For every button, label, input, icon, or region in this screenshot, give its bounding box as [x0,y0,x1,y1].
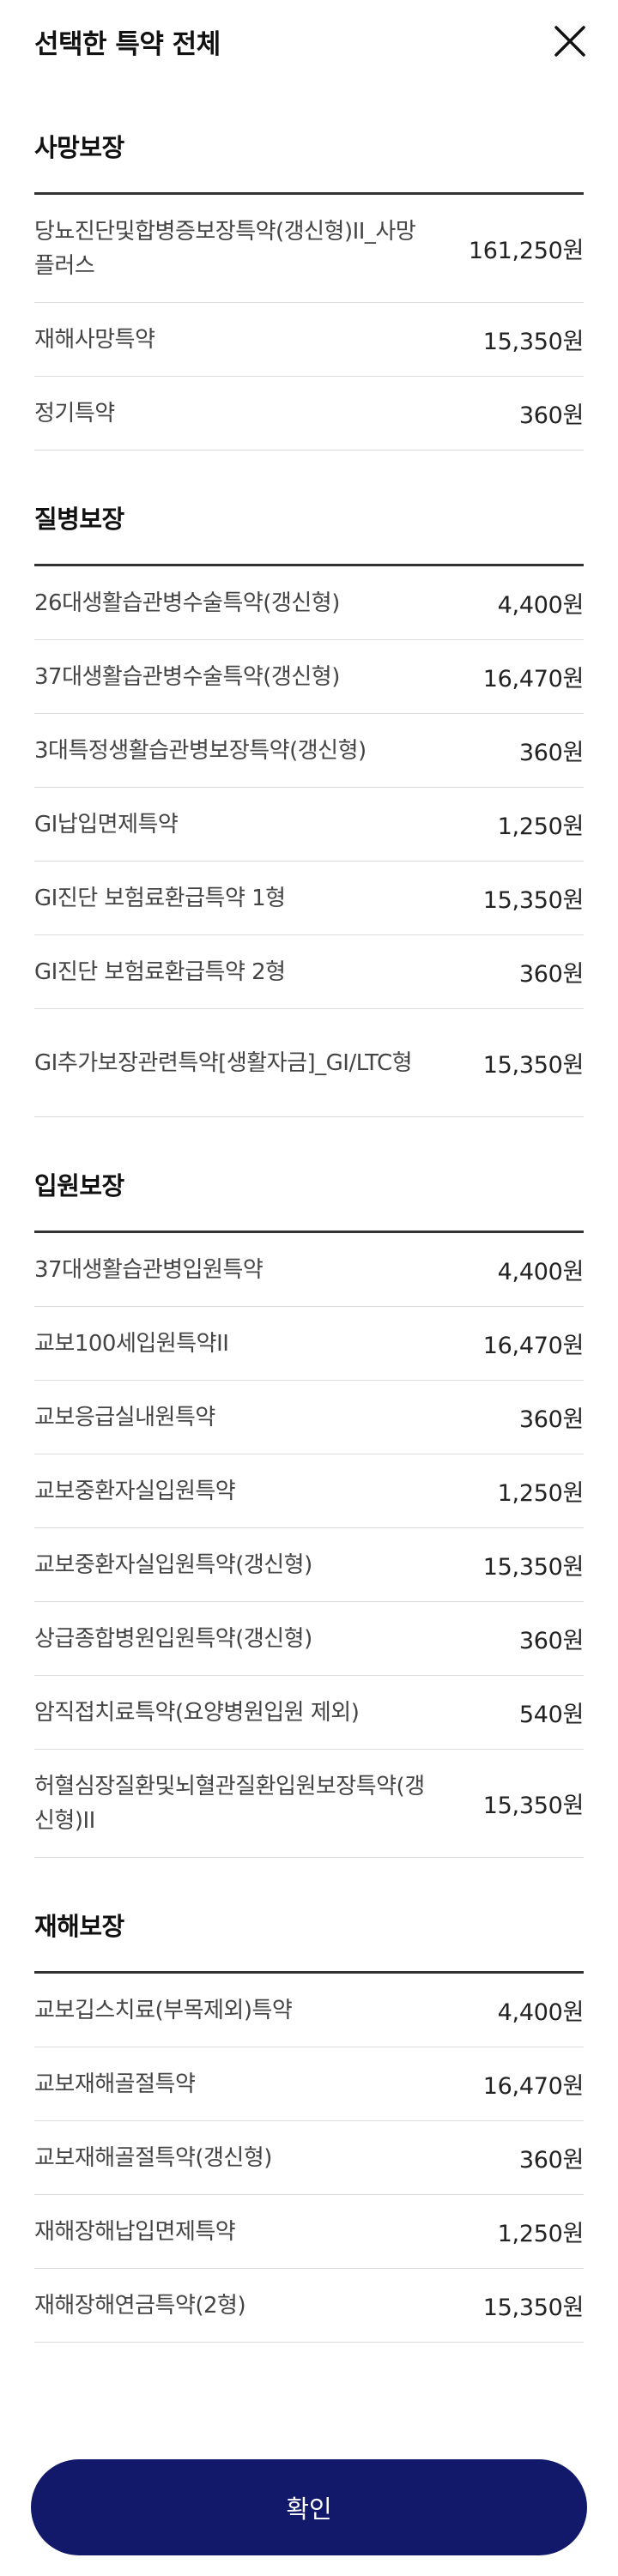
rider-name: 재해장해연금특약(2형) [34,2289,245,2323]
rider-price: 1,250원 [498,2215,584,2248]
rider-price: 15,350원 [483,1046,584,1079]
list-item: 37대생활습관병수술특약(갱신형) 16,470원 [34,640,584,714]
rider-name: 교보깁스치료(부목제외)특약 [34,1993,292,2028]
rider-price: 15,350원 [483,881,584,915]
rider-name: 당뇨진단및합병증보장특약(갱신형)II_사망플러스 [34,215,429,283]
rider-price: 15,350원 [483,323,584,356]
rider-name: 교보중환자실입원특약(갱신형) [34,1548,312,1582]
rider-price: 16,470원 [483,1327,584,1360]
list-item: GI진단 보험료환급특약 1형 15,350원 [34,862,584,935]
list-item: 교보중환자실입원특약 1,250원 [34,1454,584,1528]
section-title: 재해보장 [34,1906,584,1947]
list-item: 3대특정생활습관병보장특약(갱신형) 360원 [34,714,584,788]
list-item: 당뇨진단및합병증보장특약(갱신형)II_사망플러스 161,250원 [34,195,584,303]
list-item: 교보재해골절특약 16,470원 [34,2047,584,2121]
rider-price: 360원 [519,2141,584,2174]
list-item: 37대생활습관병입원특약 4,400원 [34,1233,584,1307]
rider-price: 1,250원 [498,807,584,841]
section-title: 질병보장 [34,499,584,540]
rider-price: 161,250원 [469,232,584,265]
rider-name: 교보응급실내원특약 [34,1400,215,1435]
rider-price: 15,350원 [483,2289,584,2322]
rider-name: GI추가보장관련특약[생활자금]_GI/LTC형 [34,1046,412,1080]
rider-price: 360원 [519,734,584,767]
list-item: 교보응급실내원특약 360원 [34,1381,584,1454]
section-title: 입원보장 [34,1165,584,1206]
section-hospitalization-coverage: 입원보장 37대생활습관병입원특약 4,400원 교보100세입원특약II 16… [34,1165,584,1858]
rider-name: 37대생활습관병입원특약 [34,1253,263,1287]
list-item: 정기특약 360원 [34,377,584,450]
rider-price: 15,350원 [483,1548,584,1581]
list-item: 교보100세입원특약II 16,470원 [34,1307,584,1381]
rider-price: 4,400원 [498,1993,584,2027]
list-item: GI추가보장관련특약[생활자금]_GI/LTC형 15,350원 [34,1009,584,1117]
section-title: 사망보장 [34,127,584,168]
rider-name: 교보재해골절특약 [34,2067,195,2101]
list-item: 상급종합병원입원특약(갱신형) 360원 [34,1602,584,1676]
list-item: 허혈심장질환및뇌혈관질환입원보장특약(갱신형)II 15,350원 [34,1750,584,1858]
page-title: 선택한 특약 전체 [34,22,221,61]
section-disease-coverage: 질병보장 26대생활습관병수술특약(갱신형) 4,400원 37대생활습관병수술… [34,499,584,1117]
list-item: 재해장해납입면제특약 1,250원 [34,2195,584,2269]
list-item: 재해장해연금특약(2형) 15,350원 [34,2269,584,2343]
rider-price: 4,400원 [498,586,584,620]
rider-price: 360원 [519,1400,584,1434]
rider-price: 16,470원 [483,2067,584,2101]
section-accident-coverage: 재해보장 교보깁스치료(부목제외)특약 4,400원 교보재해골절특약 16,4… [34,1906,584,2343]
rider-name: 3대특정생활습관병보장특약(갱신형) [34,734,367,768]
rider-name: 정기특약 [34,396,115,431]
rider-price: 16,470원 [483,660,584,693]
list-item: 교보중환자실입원특약(갱신형) 15,350원 [34,1528,584,1602]
list-item: GI진단 보험료환급특약 2형 360원 [34,935,584,1009]
list-item: 암직접치료특약(요양병원입원 제외) 540원 [34,1676,584,1750]
rider-price: 360원 [519,1622,584,1655]
rider-name: GI납입면제특약 [34,807,178,842]
rider-price: 1,250원 [498,1474,584,1508]
rider-price: 4,400원 [498,1253,584,1286]
rider-price: 360원 [519,396,584,430]
rider-name: 26대생활습관병수술특약(갱신형) [34,586,340,620]
rider-list: 사망보장 당뇨진단및합병증보장특약(갱신형)II_사망플러스 161,250원 … [34,82,584,2343]
list-item: GI납입면제특약 1,250원 [34,788,584,862]
rider-name: 교보재해골절특약(갱신형) [34,2141,272,2175]
list-item: 교보깁스치료(부목제외)특약 4,400원 [34,1974,584,2047]
rider-name: 교보100세입원특약II [34,1327,228,1361]
list-item: 재해사망특약 15,350원 [34,303,584,377]
rider-name: 37대생활습관병수술특약(갱신형) [34,660,340,694]
rider-price: 540원 [519,1696,584,1729]
rider-name: 교보중환자실입원특약 [34,1474,235,1509]
modal-header: 선택한 특약 전체 [0,0,618,82]
rider-name: GI진단 보험료환급특약 1형 [34,881,286,916]
section-death-coverage: 사망보장 당뇨진단및합병증보장특약(갱신형)II_사망플러스 161,250원 … [34,127,584,450]
rider-name: GI진단 보험료환급특약 2형 [34,955,286,989]
rider-price: 360원 [519,955,584,989]
rider-name: 재해장해납입면제특약 [34,2215,235,2249]
rider-name: 재해사망특약 [34,323,155,357]
confirm-button[interactable]: 확인 [31,2459,587,2555]
rider-price: 15,350원 [483,1787,584,1820]
rider-name: 허혈심장질환및뇌혈관질환입원보장특약(갱신형)II [34,1769,429,1838]
list-item: 26대생활습관병수술특약(갱신형) 4,400원 [34,566,584,640]
rider-name: 상급종합병원입원특약(갱신형) [34,1622,312,1656]
list-item: 교보재해골절특약(갱신형) 360원 [34,2121,584,2195]
rider-name: 암직접치료특약(요양병원입원 제외) [34,1696,359,1730]
close-icon[interactable] [553,24,587,58]
